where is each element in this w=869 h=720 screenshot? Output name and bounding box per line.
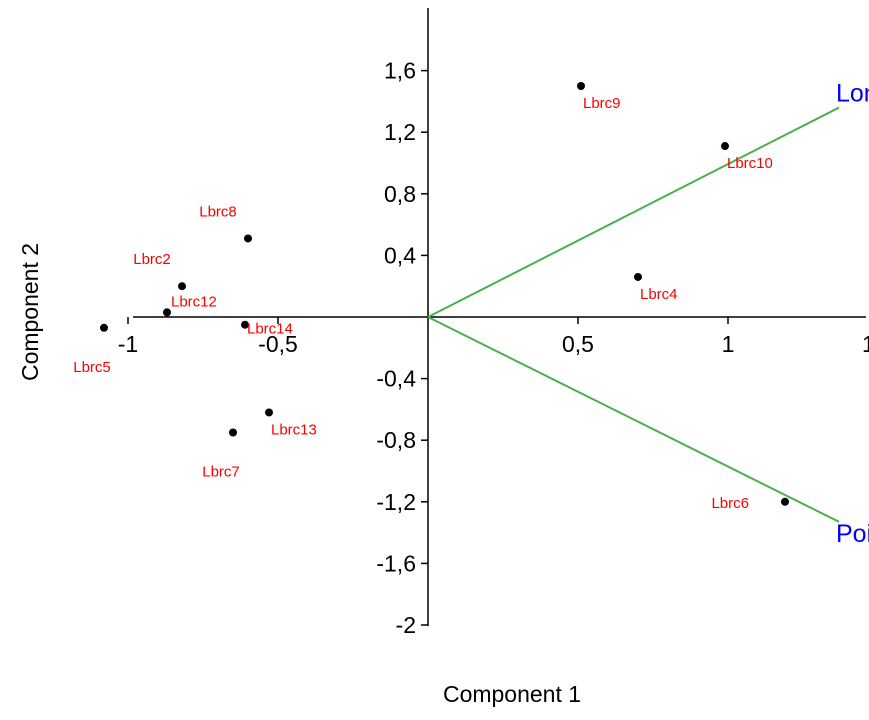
x-axis-title: Component 1 [443,681,581,707]
ticks: -2-1,5-1-0,50,511,522,51,61,20,80,4-0,4-… [118,58,869,638]
loading-vector [427,316,840,523]
x-tick-label: 0,5 [562,331,594,357]
data-point [634,272,642,281]
y-tick-label: 0,4 [384,242,416,268]
data-point [577,82,585,90]
y-tick-label: -0,8 [376,427,416,453]
y-tick-label: -2 [396,612,416,638]
data-point [229,428,237,437]
x-tick-label: -1 [118,331,138,357]
data-points: Lbrc1Lbrc2Lbrc3Lbrc4Lbrc5Lbrc6Lbrc7Lbrc8… [73,82,789,512]
x-tick-label: 1 [722,331,735,357]
point-label: Lbrc12 [171,293,217,310]
loading-vectors: Long_(cm) Poids_(g) [427,80,869,548]
point-label: Lbrc10 [727,155,773,172]
y-tick-label: 1,2 [384,119,416,145]
point-label: Lbrc6 [711,495,749,512]
data-point [100,323,108,332]
y-tick-label: -1,6 [376,550,416,576]
data-point [241,320,249,329]
loading-label: Long_(cm) [836,80,869,108]
y-axis-title: Component 2 [17,243,43,381]
data-point [265,408,273,417]
point-label: Lbrc8 [199,203,237,220]
data-point [721,142,729,151]
y-tick-label: -1,2 [376,489,416,515]
point-label: Lbrc5 [73,359,111,376]
loading-label: Poids_(g) [836,520,869,548]
data-point [244,234,252,243]
data-point [163,308,171,317]
y-tick-label: -0,4 [376,366,416,392]
point-label: Lbrc13 [271,421,317,438]
point-label: Lbrc14 [247,321,293,338]
loading-vector [427,106,840,318]
point-label: Lbrc9 [583,95,621,112]
axes [133,8,866,626]
y-tick-label: 0,8 [384,181,416,207]
data-point [781,497,789,506]
point-label: Lbrc4 [640,286,678,303]
data-point [178,282,186,291]
point-label: Lbrc7 [202,464,240,481]
x-tick-label: -0,5 [258,331,298,357]
x-tick-label: 1,5 [862,331,869,357]
y-tick-label: 1,6 [384,58,416,84]
point-label: Lbrc2 [133,251,171,268]
